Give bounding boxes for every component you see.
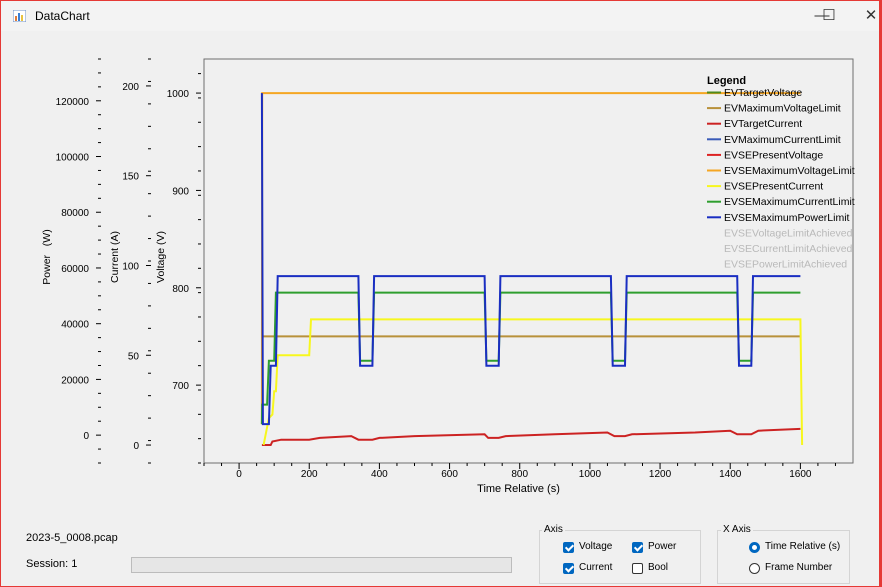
title-bar: DataChart — ☐ ✕: [1, 1, 879, 31]
x-tick-label: 1000: [579, 469, 602, 480]
progress-bar: [131, 557, 512, 573]
legend-entry-EVSEPowerLimitAchieved: EVSEPowerLimitAchieved: [724, 259, 847, 271]
x-tick-label: 800: [511, 469, 528, 480]
power-checkbox[interactable]: [632, 542, 643, 553]
x-tick-label: 400: [371, 469, 388, 480]
voltage-y-tick-label: 1000: [167, 89, 190, 100]
xaxis-group-title: X Axis: [721, 524, 753, 535]
axis-group-title: Axis: [542, 524, 565, 535]
power-y-tick-label: 40000: [61, 320, 89, 331]
voltage-y-tick-label: 800: [172, 284, 189, 295]
power-checkbox-label: Power: [648, 541, 677, 552]
legend-entry-EVSEVoltageLimitAchieved: EVSEVoltageLimitAchieved: [724, 227, 853, 239]
x-tick-label: 1200: [649, 469, 672, 480]
series-line-EVSEMaximumPowerLimit: [260, 93, 801, 426]
app-chart-icon: [13, 10, 26, 22]
series-line-EVTargetCurrent: [261, 427, 801, 446]
current-checkbox-label: Current: [579, 562, 613, 573]
legend-entry-EVTargetCurrent: EVTargetCurrent: [724, 118, 802, 130]
axis-group: Axis Voltage Power Current Bool: [539, 524, 701, 584]
voltage-checkbox-label: Voltage: [579, 541, 613, 552]
file-name-label: 2023-5_0008.pcap: [26, 532, 118, 544]
legend-entry-EVTargetVoltage: EVTargetVoltage: [724, 87, 802, 99]
voltage-y-tick-label: 900: [172, 186, 189, 197]
voltage-axis-title: Voltage (V): [155, 231, 167, 283]
x-tick-label: 200: [301, 469, 318, 480]
xaxis-group: X Axis Time Relative (s) Frame Number: [717, 524, 850, 584]
x-tick-label: 1400: [719, 469, 742, 480]
current-y-tick-label: 150: [122, 172, 139, 183]
voltage-checkbox[interactable]: [563, 542, 574, 553]
frame-number-radio[interactable]: [749, 563, 760, 574]
bottom-panel: 2023-5_0008.pcap Session: 1 Axis Voltage…: [1, 513, 879, 586]
plot-area: [203, 58, 854, 464]
power-y-tick-label: 120000: [56, 97, 90, 108]
legend-entry-EVSECurrentLimitAchieved: EVSECurrentLimitAchieved: [724, 243, 853, 255]
x-tick-label: 1600: [789, 469, 812, 480]
legend-entry-EVSEMaximumPowerLimit: EVSEMaximumPowerLimit: [724, 212, 850, 224]
power-y-tick-label: 60000: [61, 264, 89, 275]
power-y-tick-label: 100000: [56, 153, 90, 164]
power-y-tick-label: 0: [83, 431, 89, 442]
legend-entry-EVSEMaximumCurrentLimit: EVSEMaximumCurrentLimit: [724, 196, 855, 208]
frame-number-radio-label: Frame Number: [765, 562, 833, 573]
current-checkbox[interactable]: [563, 563, 574, 574]
series-line-EVSEPresentCurrent: [262, 318, 804, 446]
current-y-tick-label: 0: [133, 441, 139, 452]
legend-title: Legend: [707, 75, 746, 87]
time-relative-radio[interactable]: [749, 542, 760, 553]
bool-checkbox-label: Bool: [648, 562, 669, 573]
power-y-tick-label: 20000: [61, 375, 89, 386]
current-y-tick-label: 100: [122, 261, 139, 272]
legend-entry-EVSEPresentCurrent: EVSEPresentCurrent: [724, 181, 823, 193]
legend-entry-EVSEMaximumVoltageLimit: EVSEMaximumVoltageLimit: [724, 165, 855, 177]
x-tick-label: 0: [236, 469, 242, 480]
power-axis-title: Power (W): [41, 229, 53, 284]
bool-checkbox[interactable]: [632, 563, 643, 574]
window-title: DataChart: [35, 9, 90, 23]
x-axis-label: Time Relative (s): [477, 483, 560, 495]
current-y-tick-label: 200: [122, 82, 139, 93]
close-button[interactable]: ✕: [864, 7, 878, 24]
time-relative-radio-label: Time Relative (s): [765, 541, 841, 552]
legend-entry-EVSEPresentVoltage: EVSEPresentVoltage: [724, 149, 823, 161]
legend-entry-EVMaximumCurrentLimit: EVMaximumCurrentLimit: [724, 134, 841, 146]
voltage-y-tick-label: 700: [172, 381, 189, 392]
minimize-button[interactable]: —: [814, 7, 830, 24]
power-y-tick-label: 80000: [61, 208, 89, 219]
current-axis-title: Current (A): [109, 231, 121, 283]
current-y-tick-label: 50: [128, 351, 140, 362]
legend-entry-EVMaximumVoltageLimit: EVMaximumVoltageLimit: [724, 103, 841, 115]
maximize-button[interactable]: ☐: [822, 7, 836, 24]
x-tick-label: 600: [441, 469, 458, 480]
session-label: Session: 1: [26, 558, 78, 570]
